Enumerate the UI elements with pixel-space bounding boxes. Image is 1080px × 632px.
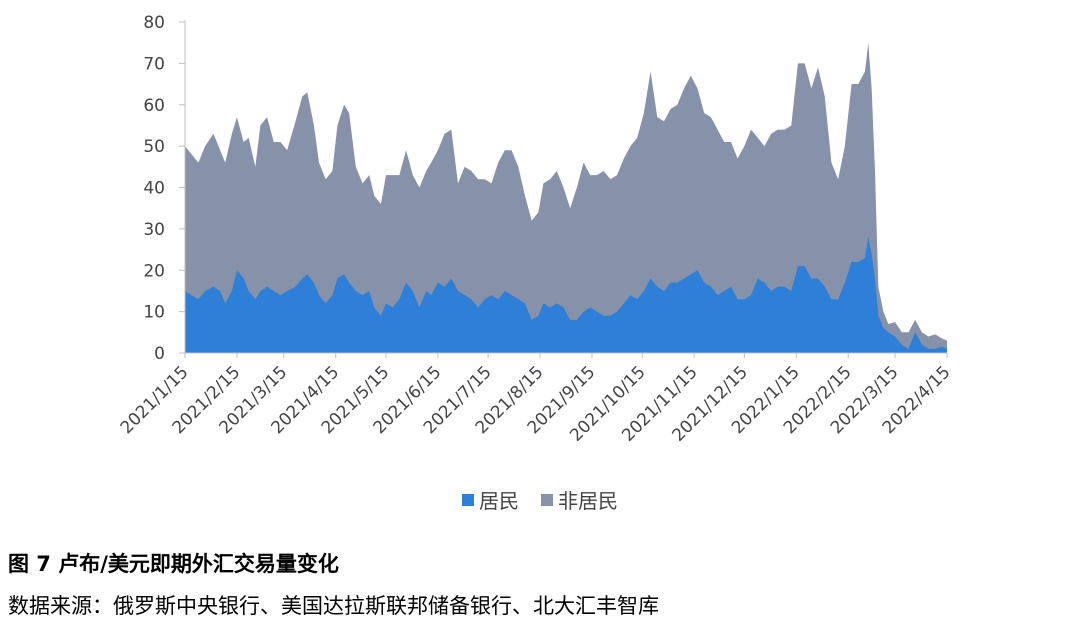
area-layer: [185, 42, 947, 353]
legend-swatch: [541, 494, 553, 506]
y-tick-label: 20: [143, 261, 165, 281]
area-series-resident: [185, 237, 947, 353]
y-tick-label: 40: [143, 179, 165, 199]
y-tick-label: 60: [143, 96, 165, 116]
figure-caption-title: 图 7 卢布/美元即期外汇交易量变化: [8, 552, 339, 576]
legend-label: 非居民: [558, 489, 618, 513]
legend: 居民 非居民: [462, 489, 618, 513]
y-tick-label: 0: [154, 344, 165, 364]
stacked-area-chart: 010203040506070802021/1/152021/2/152021/…: [117, 13, 955, 513]
y-tick-label: 70: [143, 54, 165, 74]
y-tick-label: 80: [143, 13, 165, 33]
area-series-nonresident: [185, 42, 947, 353]
y-tick-label: 50: [143, 137, 165, 157]
y-tick-label: 30: [143, 220, 165, 240]
legend-label: 居民: [479, 489, 519, 513]
y-tick-label: 10: [143, 303, 165, 323]
figure-caption-source: 数据来源：俄罗斯中央银行、美国达拉斯联邦储备银行、北大汇丰智库: [8, 594, 659, 618]
legend-swatch: [462, 494, 474, 506]
